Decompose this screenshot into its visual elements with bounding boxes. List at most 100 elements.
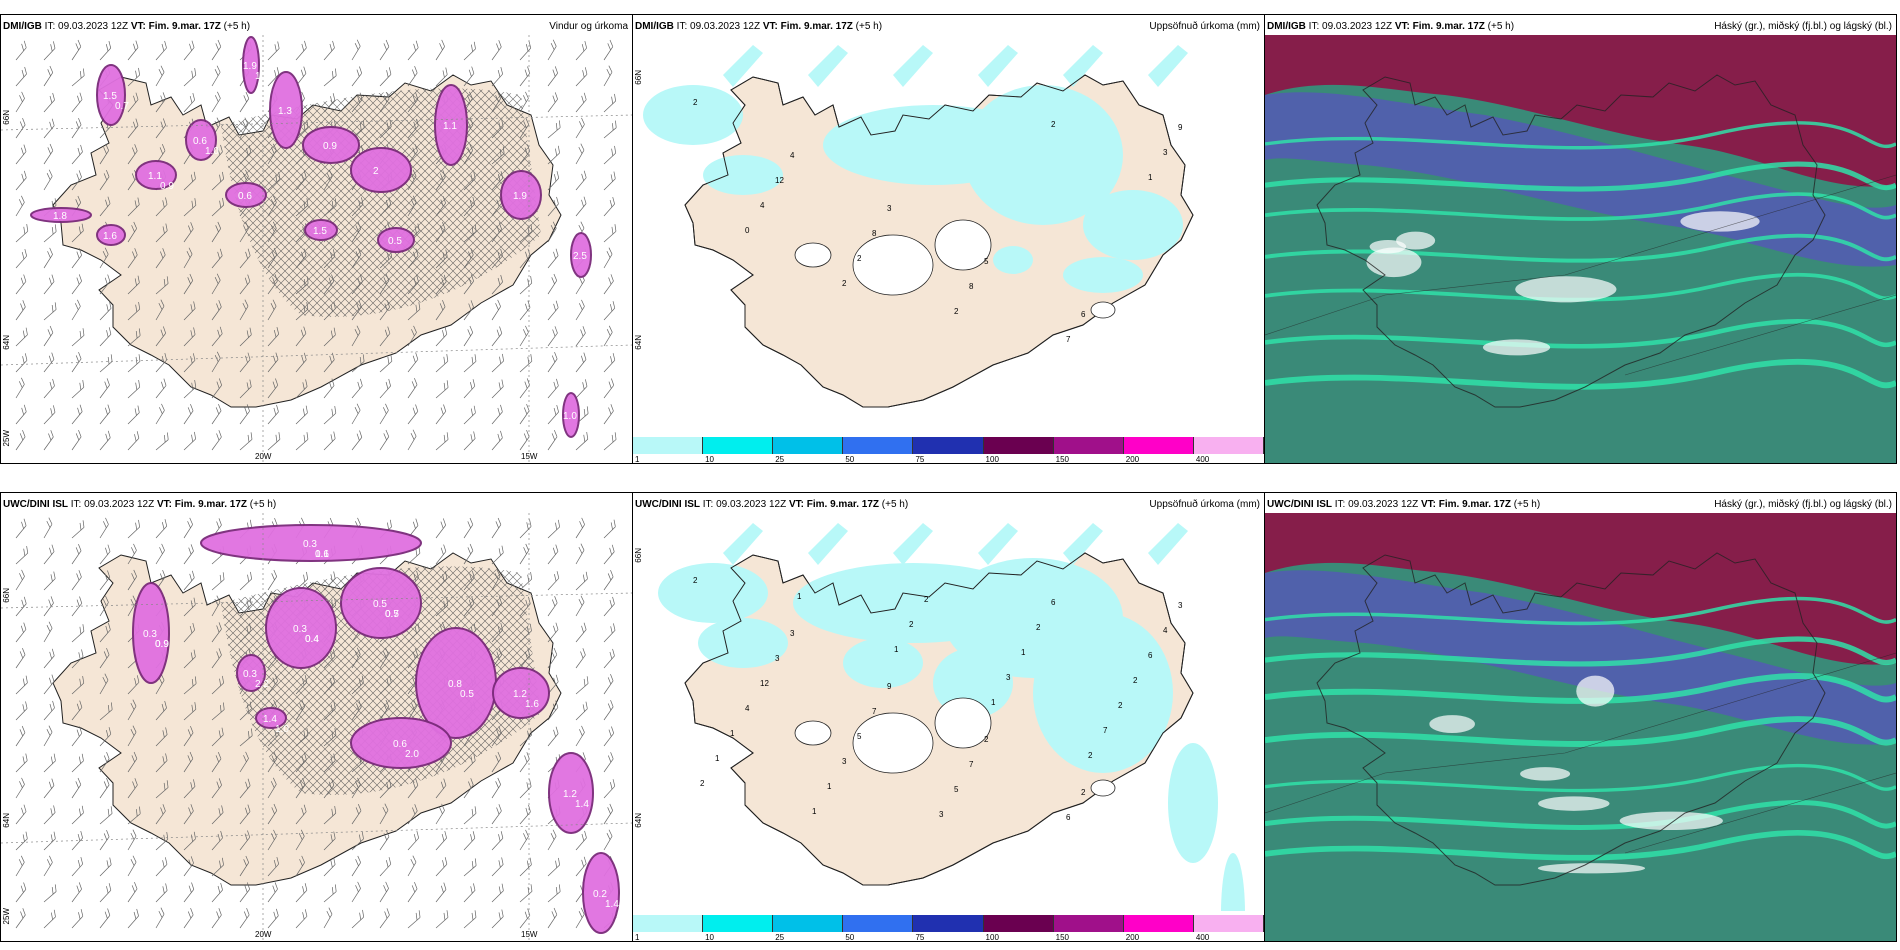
wind-barb — [15, 545, 29, 565]
accum-value-label: 8 — [872, 229, 877, 238]
wind-barb — [155, 403, 165, 425]
wind-barb — [211, 326, 223, 347]
wind-barb — [407, 248, 419, 269]
legend-color-cell — [1053, 915, 1124, 932]
wind-barb — [463, 41, 476, 61]
wind-barb — [43, 648, 55, 669]
wind-barb — [603, 544, 615, 565]
wind-barb — [239, 248, 251, 269]
panel-title: DMI/IGB IT: 09.03.2023 12Z VT: Fim. 9.ma… — [635, 21, 882, 32]
precip-area — [225, 182, 267, 208]
wind-barb — [71, 596, 83, 617]
cloud-bright-patch — [1482, 339, 1551, 356]
wind-barb — [491, 222, 502, 243]
wind-barb — [127, 405, 140, 425]
precip-value-label: 1.0 — [563, 411, 577, 422]
wind-barb — [547, 700, 559, 721]
precip-area — [242, 36, 260, 94]
wind-barb — [295, 675, 308, 695]
wind-barb — [183, 804, 194, 825]
wind-barb — [575, 92, 587, 113]
accum-value-label: 12 — [760, 679, 769, 688]
precip-area — [350, 717, 452, 769]
graticule-line — [1, 822, 632, 844]
precip-area — [350, 147, 412, 193]
wind-barb — [295, 699, 306, 721]
accum-value-label: 1 — [797, 592, 802, 601]
coastline — [684, 74, 1194, 408]
wind-barb — [155, 40, 167, 61]
precip-value-label: 1.4 — [575, 799, 589, 810]
precip-value-label: 1.9 — [513, 191, 527, 202]
wind-barb — [379, 908, 390, 929]
wind-barb — [491, 66, 503, 87]
wind-barb — [127, 197, 140, 217]
wind-barb — [15, 195, 25, 217]
wind-barb — [99, 727, 112, 747]
wind-barb — [435, 598, 449, 617]
wind-barb — [295, 379, 308, 399]
wind-barb — [43, 378, 55, 399]
wind-barb — [491, 171, 504, 191]
accum-value-label: 1 — [827, 782, 832, 791]
wind-barb — [267, 143, 277, 165]
wind-barb — [15, 300, 26, 321]
precip-value-label: 0.9 — [155, 639, 169, 650]
wind-barb — [239, 432, 253, 451]
precip-value-label: 1.2 — [563, 789, 577, 800]
wind-barb — [491, 430, 503, 451]
cloud-bright-patch — [1520, 767, 1571, 781]
wind-barb — [127, 431, 140, 451]
wind-barb — [71, 675, 85, 695]
wind-barb — [491, 883, 504, 903]
wind-barb — [519, 354, 533, 373]
wind-barb — [71, 520, 85, 539]
wind-barb — [127, 543, 137, 565]
accum-streak — [1148, 523, 1188, 565]
wind-barb — [267, 803, 278, 825]
wind-barb — [155, 223, 168, 243]
wind-barb — [547, 404, 559, 425]
wind-barb — [267, 221, 277, 243]
wind-barb — [323, 857, 336, 877]
wind-barb — [547, 92, 558, 113]
wind-barb — [575, 67, 588, 87]
wind-barb — [603, 648, 615, 669]
precip-area — [570, 232, 592, 278]
graticule-line — [1, 592, 632, 609]
accum-value-label: 3 — [842, 757, 847, 766]
precip-area — [185, 119, 217, 161]
wind-barb — [575, 622, 587, 643]
wind-barb — [603, 39, 614, 61]
accum-value-label: 4 — [1163, 626, 1168, 635]
wind-barb — [463, 596, 475, 617]
wind-barb — [407, 623, 420, 643]
accum-value-label: 2 — [1051, 120, 1056, 129]
accum-value-label: 12 — [775, 176, 784, 185]
wind-barb — [71, 404, 83, 425]
init-time-label: IT: — [44, 21, 59, 32]
precip-value-label: 0.6 — [193, 136, 207, 147]
accum-value-label: 2 — [1081, 788, 1086, 797]
init-time-label: IT: — [702, 499, 717, 510]
wind-barb — [463, 354, 477, 373]
wind-barb — [71, 274, 82, 295]
wind-barb — [99, 570, 111, 591]
model-source: DMI/IGB — [635, 21, 674, 32]
wind-barb — [603, 570, 614, 591]
wind-barb — [211, 144, 223, 165]
wind-barb — [295, 40, 307, 61]
wind-barb — [603, 171, 616, 191]
wind-barb — [603, 353, 616, 373]
wind-barb — [519, 648, 531, 669]
accum-streak — [1063, 45, 1103, 87]
precip-area — [132, 582, 170, 684]
precip-value-label: 0.9 — [323, 141, 337, 152]
product-title: Uppsöfnuð úrkoma (mm) — [1149, 499, 1260, 510]
init-time: 09.03.2023 12Z — [690, 21, 763, 32]
wind-barb — [239, 404, 250, 425]
wind-barb — [379, 326, 391, 347]
wind-barb — [211, 702, 225, 721]
wind-barb — [183, 570, 195, 591]
precip-area — [434, 84, 468, 166]
